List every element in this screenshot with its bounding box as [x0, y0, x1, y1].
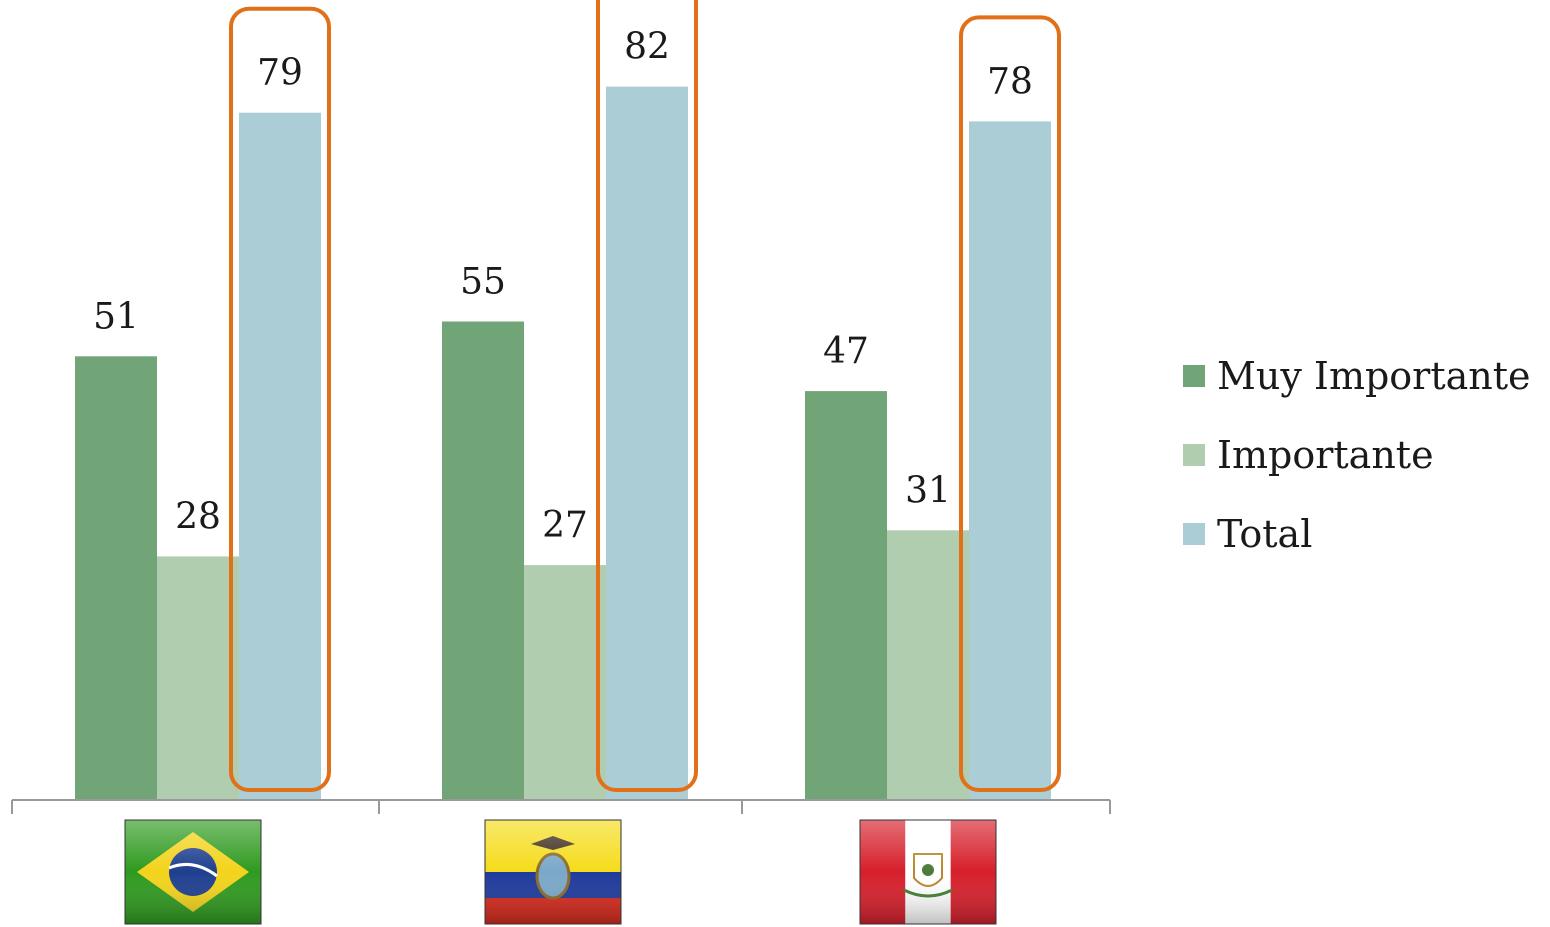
category-flags — [124, 819, 997, 925]
bar-importante-3 — [887, 530, 969, 800]
bars-layer — [75, 86, 1051, 801]
legend-label: Importante — [1217, 433, 1434, 477]
value-label: 55 — [460, 262, 506, 303]
x-axis — [11, 799, 1111, 814]
highlight-frame — [596, 0, 698, 792]
bar-muy-importante-1 — [75, 356, 157, 800]
legend: Muy Importante Importante Total — [1183, 354, 1531, 556]
legend-item: Total — [1183, 512, 1312, 556]
value-label: 47 — [823, 331, 869, 372]
value-label: 28 — [175, 496, 221, 537]
highlight-frame — [959, 15, 1061, 792]
flag-bevel — [124, 819, 262, 925]
value-label: 78 — [987, 61, 1033, 102]
value-label: 79 — [257, 53, 303, 94]
legend-item: Muy Importante — [1183, 354, 1531, 398]
flag-bevel — [484, 819, 622, 925]
bar-total-1 — [239, 112, 321, 800]
legend-label: Total — [1217, 512, 1312, 556]
highlight-frame — [229, 6, 331, 792]
bar-total-2 — [606, 86, 688, 801]
value-label: 51 — [93, 296, 139, 337]
value-label: 27 — [542, 505, 588, 546]
bar-importante-1 — [157, 556, 239, 800]
bar-muy-importante-2 — [442, 321, 524, 800]
value-label: 31 — [905, 470, 951, 511]
legend-swatch — [1183, 523, 1205, 545]
legend-swatch — [1183, 444, 1205, 466]
highlight-layer — [229, 0, 1061, 792]
flag-bevel — [859, 819, 997, 925]
peru-flag-icon — [859, 819, 997, 925]
value-labels-layer: 51 28 79 55 27 82 47 31 78 — [93, 27, 1033, 546]
value-label: 82 — [624, 27, 670, 68]
bar-importante-2 — [524, 565, 606, 800]
legend-label: Muy Importante — [1217, 354, 1531, 398]
legend-swatch — [1183, 365, 1205, 387]
brazil-flag-icon — [124, 819, 262, 925]
legend-item: Importante — [1183, 433, 1434, 477]
ecuador-flag-icon — [484, 819, 622, 925]
bar-muy-importante-3 — [805, 391, 887, 800]
bar-total-3 — [969, 121, 1051, 800]
